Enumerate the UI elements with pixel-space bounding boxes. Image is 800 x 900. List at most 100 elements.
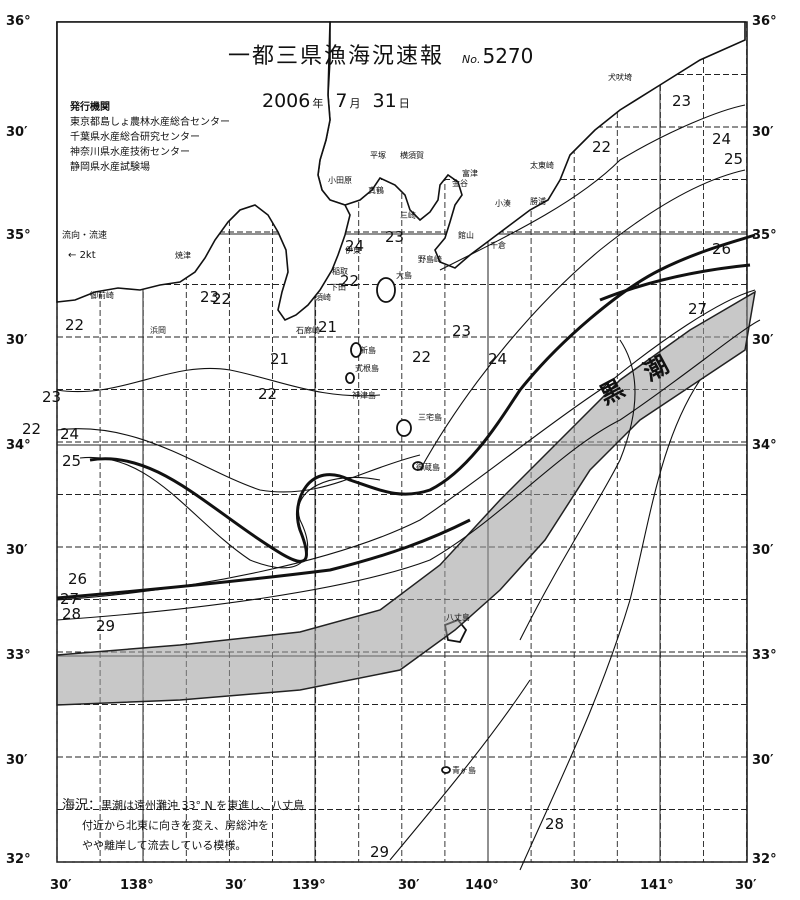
place-label: 御前崎 <box>90 291 114 300</box>
place-label: 青ヶ島 <box>452 766 476 775</box>
flow-legend-speed: ← 2kt <box>68 250 96 261</box>
place-label: 三宅島 <box>418 413 442 422</box>
lon-label: 141° <box>640 878 674 893</box>
lat-label-right: 35° <box>752 228 777 243</box>
isotherm-label: 22 <box>22 420 42 438</box>
remark-text: 黒潮は遠州灘沖 33° N を東進し、八丈島 <box>101 799 305 812</box>
lat-label-left: 35° <box>6 228 31 243</box>
place-label: 御蔵島 <box>416 463 440 472</box>
date-year: 2006 <box>262 90 311 112</box>
place-label: 稲取 <box>332 267 348 276</box>
lon-label: 140° <box>465 878 499 893</box>
isotherm-label: 22 <box>65 316 85 334</box>
lon-label: 30′ <box>735 878 757 893</box>
isotherm-label: 28 <box>545 815 565 833</box>
issue-number-value: 5270 <box>482 44 534 68</box>
issue-number: No. 5270 <box>462 44 533 68</box>
publisher-item: 神奈川県水産技術センター <box>70 147 190 158</box>
place-label: 焼津 <box>175 251 191 260</box>
place-label: 伊東 <box>345 246 361 255</box>
isotherm-label: 24 <box>345 237 365 255</box>
place-label: 犬吠埼 <box>608 73 632 82</box>
publisher-item: 東京都島しょ農林水産総合センター <box>70 117 230 128</box>
sea-condition-remark: 海況：黒潮は遠州灘沖 33° N を東進し、八丈島 付近から北東に向きを変え、房… <box>62 796 304 856</box>
place-label: 小湊 <box>495 199 511 208</box>
place-label: 神津島 <box>352 391 376 400</box>
place-label: 平塚 <box>370 151 386 160</box>
issue-prefix: No. <box>462 53 481 66</box>
publisher-item: 千葉県水産総合研究センター <box>70 132 200 143</box>
lat-label-right: 33° <box>752 648 777 663</box>
bulletin-title: 一都三県漁海況速報 <box>228 44 445 69</box>
lat-label-right: 32° <box>752 852 777 867</box>
place-label: 三崎 <box>400 211 416 220</box>
place-label: 式根島 <box>355 364 379 373</box>
lon-label: 139° <box>292 878 326 893</box>
remark-line: やや離岸して流去している模様。 <box>82 839 247 852</box>
lon-label: 30′ <box>398 878 420 893</box>
kozushima-island <box>345 372 355 384</box>
niijima-island <box>350 342 362 358</box>
lat-label-left: 30′ <box>6 543 28 558</box>
lat-label-right: 30′ <box>752 753 774 768</box>
land <box>56 21 746 322</box>
isotherm-label: 21 <box>318 318 338 336</box>
isotherm-label: 26 <box>712 240 732 258</box>
isotherm-label: 22 <box>258 385 278 403</box>
lat-label-right: 34° <box>752 438 777 453</box>
place-label: 真鶴 <box>368 186 384 195</box>
lon-label: 30′ <box>570 878 592 893</box>
isotherm-label: 27 <box>688 300 708 318</box>
date-day: 31 <box>372 90 397 112</box>
isotherm-label: 21 <box>270 350 290 368</box>
place-label: 浜岡 <box>150 326 166 335</box>
isotherm-label: 23 <box>385 228 405 246</box>
place-label: 太東崎 <box>530 161 554 170</box>
thick-isotherms <box>56 233 756 600</box>
place-label: 横須賀 <box>400 151 424 160</box>
lat-label-left: 33° <box>6 648 31 663</box>
isotherm-label: 29 <box>96 617 116 635</box>
lat-label-left: 32° <box>6 852 31 867</box>
publishers-block: 発行機関 東京都島しょ農林水産総合センター 千葉県水産総合研究センター 神奈川県… <box>70 100 230 175</box>
date-day-unit: 日 <box>398 97 410 110</box>
isotherm-label: 25 <box>724 150 744 168</box>
isotherm-label: 28 <box>62 605 82 623</box>
lat-label-left: 34° <box>6 438 31 453</box>
miyakejima-island <box>396 419 412 437</box>
flow-legend-speed-value: 2kt <box>79 250 96 261</box>
place-label: 金谷 <box>452 179 468 188</box>
place-label: 新島 <box>360 346 376 355</box>
publishers-heading: 発行機関 <box>70 102 110 113</box>
place-label: 下田 <box>330 283 346 292</box>
isotherm-label: 25 <box>62 452 82 470</box>
date-month-unit: 月 <box>349 97 361 110</box>
isotherm-label: 29 <box>370 843 390 861</box>
flow-legend-label: 流向・流速 <box>62 231 108 241</box>
place-label: 八丈島 <box>446 613 470 622</box>
isotherm-label: 22 <box>592 138 612 156</box>
place-label: 須崎 <box>315 293 331 302</box>
isotherms <box>56 104 761 871</box>
isotherm-label: 24 <box>60 425 80 443</box>
isotherm-label: 24 <box>488 350 508 368</box>
remark-line: 付近から北東に向きを変え、房総沖を <box>82 819 269 832</box>
place-label: 小田原 <box>328 176 352 185</box>
place-label: 勝浦 <box>530 197 546 206</box>
lat-label-left: 30′ <box>6 753 28 768</box>
place-label: 館山 <box>458 231 474 240</box>
place-label: 石廊崎 <box>296 326 320 335</box>
lat-label-right: 30′ <box>752 125 774 140</box>
lon-label: 30′ <box>50 878 72 893</box>
isotherm-label: 22 <box>212 290 232 308</box>
oshima-island <box>376 277 396 303</box>
izu-land <box>56 21 351 322</box>
remark-line: 海況：黒潮は遠州灘沖 33° N を東進し、八丈島 <box>62 796 304 816</box>
lat-label-right: 36° <box>752 14 777 29</box>
lat-label-right: 30′ <box>752 333 774 348</box>
isotherm-label: 23 <box>42 388 62 406</box>
lon-label: 138° <box>120 878 154 893</box>
isotherm-label: 23 <box>672 92 692 110</box>
